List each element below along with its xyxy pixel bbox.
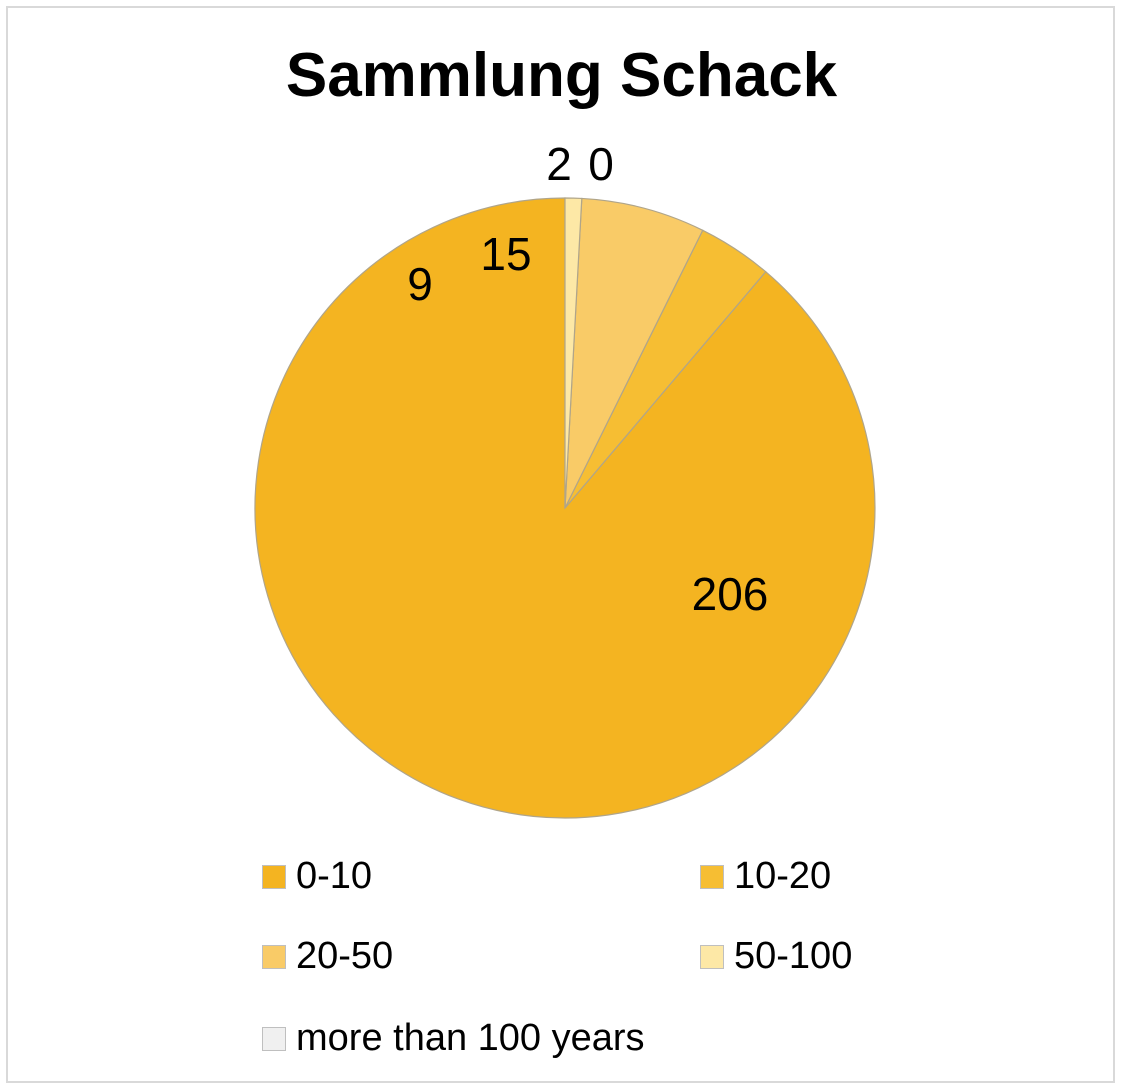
- legend-label: 10-20: [734, 855, 832, 897]
- legend-swatch: [700, 944, 724, 969]
- legend-item-50-100: 50-100: [700, 935, 852, 978]
- legend-swatch: [262, 1026, 286, 1051]
- legend-label: 50-100: [734, 935, 853, 977]
- legend-label: more than 100 years: [296, 1017, 645, 1059]
- legend-label: 20-50: [296, 935, 394, 977]
- legend-item-10-20: 10-20: [700, 855, 831, 898]
- data-label-20-50: 15: [480, 228, 531, 280]
- chart-frame: [6, 6, 1115, 1083]
- chart-title: Sammlung Schack: [285, 41, 838, 110]
- legend-label: 0-10: [296, 855, 373, 897]
- legend-swatch: [262, 864, 286, 889]
- data-label-10-20: 9: [407, 258, 433, 310]
- legend-item-20-50: 20-50: [262, 935, 393, 978]
- legend-swatch: [700, 864, 724, 889]
- legend-swatch: [262, 944, 286, 969]
- legend-item-0-10: 0-10: [262, 855, 372, 898]
- legend-item-more-than-100-years: more than 100 years: [262, 1017, 645, 1060]
- data-label-0-10: 206: [692, 568, 769, 620]
- data-label-50-100: 2: [546, 138, 572, 190]
- pie-slice-20-50: [564, 197, 704, 509]
- pie-slice-50-100: [564, 197, 583, 509]
- data-label-more-than-100-years: 0: [588, 138, 614, 190]
